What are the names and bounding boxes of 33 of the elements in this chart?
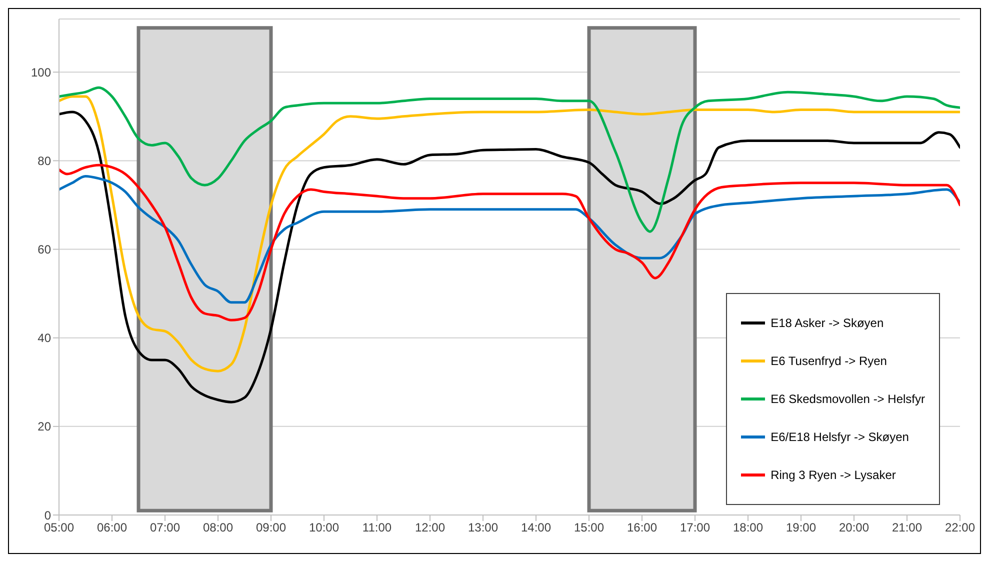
legend-label: E6 Tusenfryd -> Ryen [770, 354, 887, 368]
x-tick-label: 14:00 [520, 520, 552, 535]
x-tick-label: 09:00 [256, 520, 286, 535]
x-tick-label: 21:00 [892, 520, 922, 535]
line-series [59, 95, 960, 372]
y-tick-label: 60 [38, 242, 52, 257]
x-tick-label: 11:00 [362, 520, 392, 535]
legend-label: E6 Skedsmovollen -> Helsfyr [770, 392, 925, 406]
line-series [59, 86, 960, 233]
x-tick-label: 07:00 [150, 520, 180, 535]
line-series [59, 174, 960, 304]
x-tick-label: 13:00 [468, 520, 498, 535]
y-tick-label: 0 [44, 508, 52, 522]
y-tick-label: 100 [30, 65, 52, 80]
x-tick-label: 22:00 [944, 520, 976, 535]
legend-label: E18 Asker -> Skøyen [770, 316, 884, 330]
x-tick-label: 06:00 [96, 520, 128, 535]
x-tick-label: 10:00 [308, 520, 340, 535]
x-tick-label: 16:00 [626, 520, 658, 535]
y-tick-label: 20 [38, 420, 52, 434]
y-tick-label: 80 [38, 154, 52, 168]
x-tick-label: 12:00 [414, 520, 446, 535]
x-tick-label: 19:00 [786, 520, 816, 535]
line-series [59, 110, 960, 404]
x-tick-label: 20:00 [838, 520, 870, 535]
x-tick-label: 05:00 [44, 520, 74, 535]
x-tick-label: 17:00 [680, 520, 710, 535]
legend-label: E6/E18 Helsfyr -> Skøyen [770, 430, 909, 444]
x-tick-label: 15:00 [574, 520, 604, 535]
legend-label: Ring 3 Ryen -> Lysaker [770, 468, 896, 482]
y-tick-label: 40 [38, 331, 52, 346]
x-tick-label: 08:00 [202, 520, 234, 535]
x-tick-label: 18:00 [732, 520, 764, 535]
